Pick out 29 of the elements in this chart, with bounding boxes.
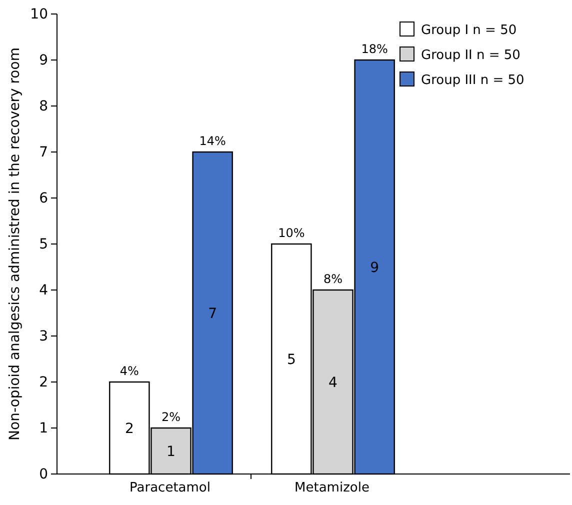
y-tick-label: 10 xyxy=(30,6,48,22)
annotation: 14% xyxy=(199,134,226,148)
y-tick-label: 0 xyxy=(39,466,48,482)
annotation: 2% xyxy=(161,410,181,424)
y-tick-label: 2 xyxy=(39,374,48,390)
y-tick-label: 7 xyxy=(39,144,48,160)
legend-label: Group I n = 50 xyxy=(421,23,517,38)
y-tick-label: 9 xyxy=(39,52,48,68)
legend-label: Group II n = 50 xyxy=(421,48,520,63)
annotation: 4% xyxy=(120,364,139,378)
y-tick-label: 6 xyxy=(39,190,48,206)
data-label: 7 xyxy=(208,306,218,322)
data-label: 9 xyxy=(370,260,380,276)
x-tick-label: Paracetamol xyxy=(130,480,210,496)
y-tick-label: 8 xyxy=(39,98,48,114)
data-label: 4 xyxy=(328,375,338,391)
annotation: 18% xyxy=(361,42,388,56)
y-tick-label: 1 xyxy=(39,420,48,436)
y-tick-label: 4 xyxy=(39,282,48,298)
legend-label: Group III n = 50 xyxy=(421,73,524,88)
data-label: 2 xyxy=(124,421,134,437)
annotation: 10% xyxy=(278,226,305,240)
data-label: 1 xyxy=(166,444,176,460)
data-label: 5 xyxy=(286,352,296,368)
y-tick-label: 5 xyxy=(39,236,48,252)
y-tick-label: 3 xyxy=(39,328,48,344)
annotation: 8% xyxy=(323,272,343,286)
x-tick-label: Metamizole xyxy=(294,480,370,496)
y-axis-title: Non-opioid analgesics administred in the recovery room xyxy=(7,48,23,440)
